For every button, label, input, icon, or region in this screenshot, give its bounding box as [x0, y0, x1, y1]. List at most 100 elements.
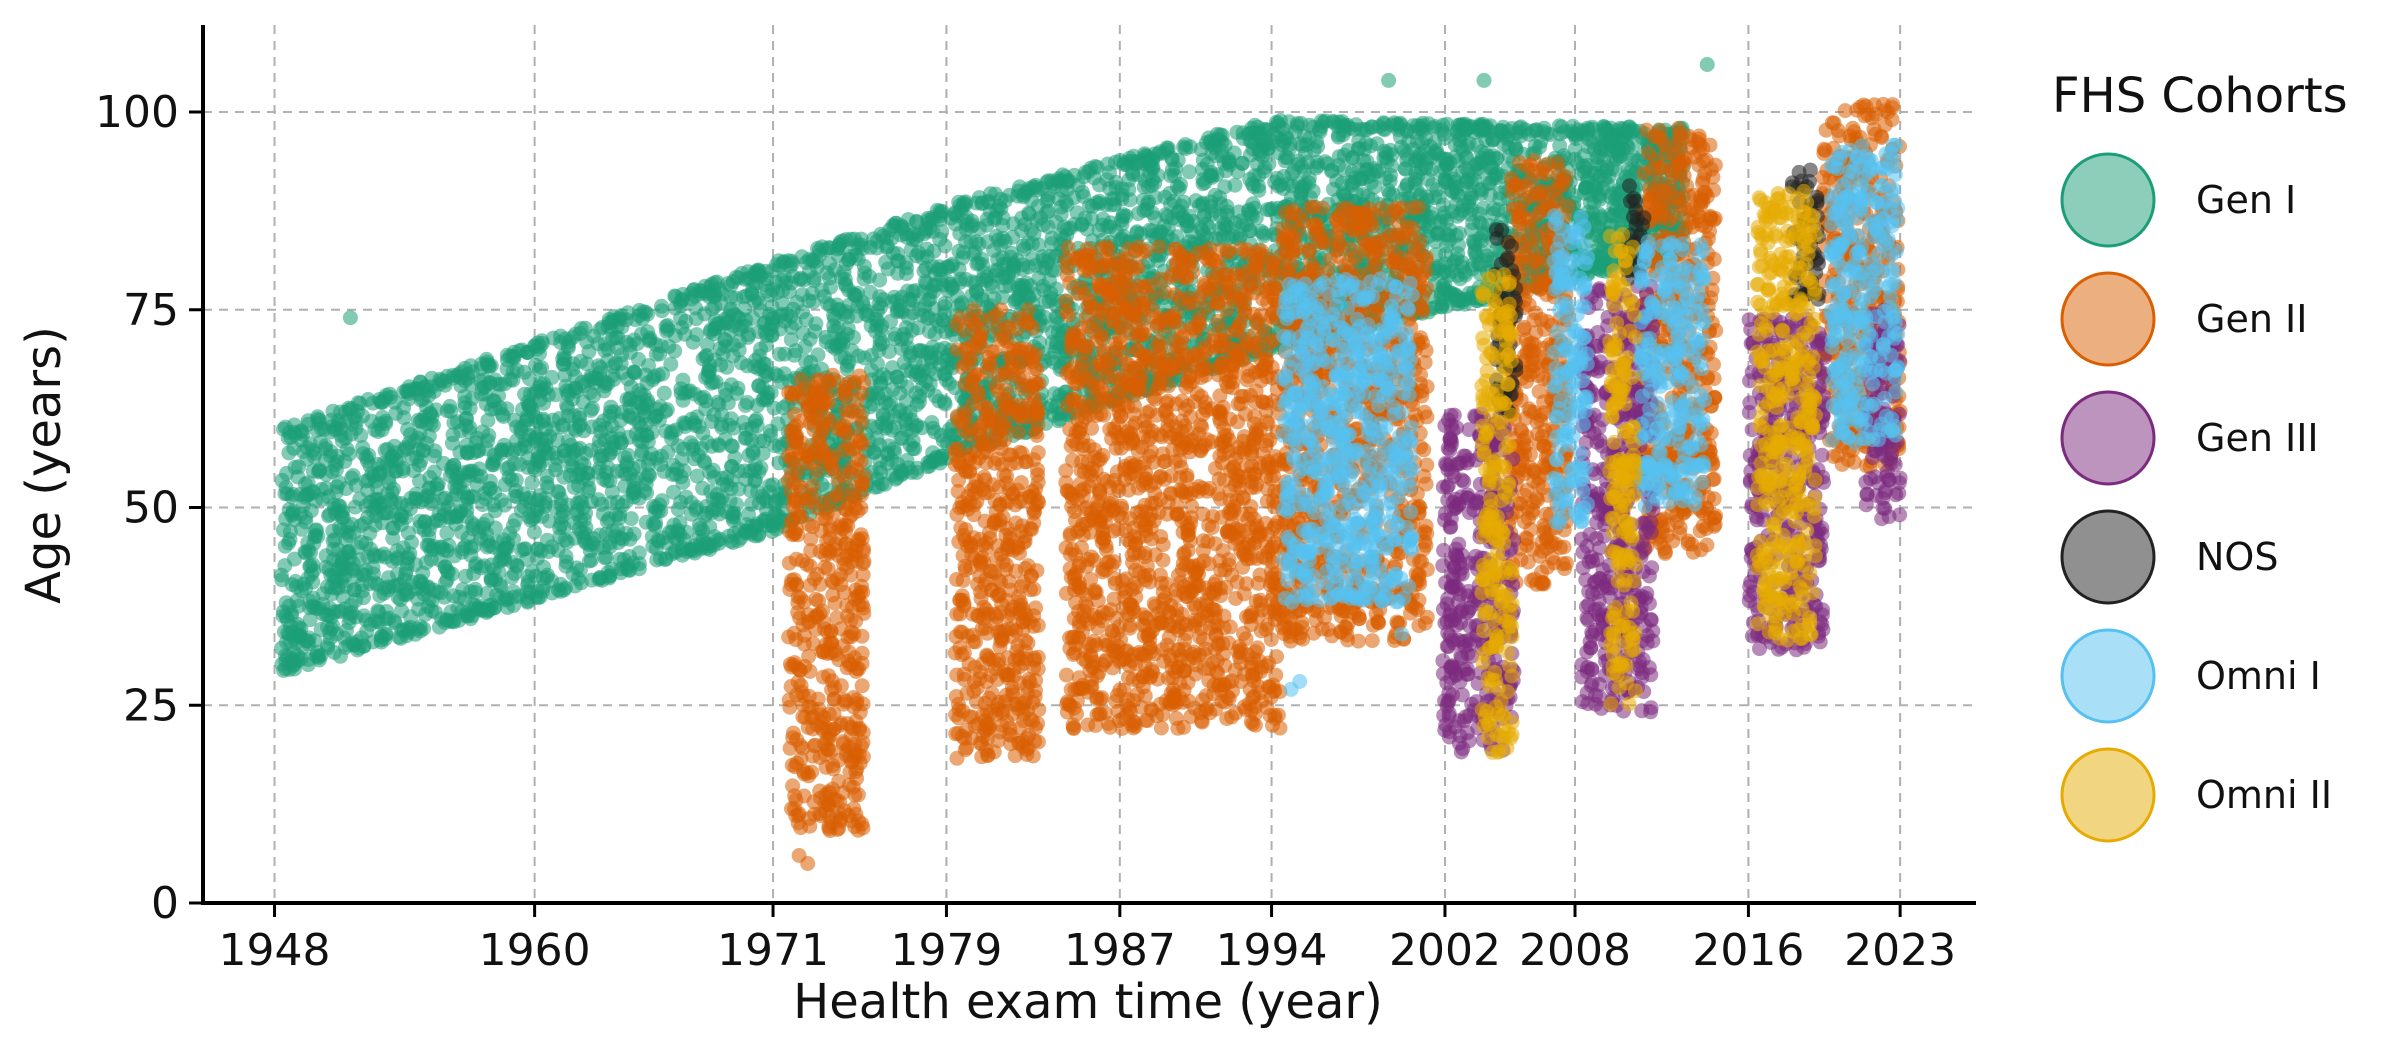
data-point — [411, 442, 427, 458]
data-point — [656, 385, 672, 401]
data-point — [951, 243, 967, 259]
data-point — [710, 492, 726, 508]
data-point — [684, 411, 699, 427]
data-point — [446, 415, 462, 431]
data-point — [705, 462, 721, 478]
data-point — [426, 464, 442, 480]
data-point — [546, 445, 562, 461]
data-point — [728, 290, 744, 306]
data-point — [393, 517, 409, 532]
data-point — [1214, 148, 1230, 164]
data-point — [366, 547, 382, 563]
data-point — [337, 639, 353, 655]
data-point — [455, 541, 471, 557]
data-point — [337, 453, 353, 469]
data-point — [280, 612, 296, 628]
data-point — [846, 329, 862, 345]
data-point — [313, 622, 329, 637]
data-point — [1213, 196, 1229, 212]
data-point — [695, 523, 711, 539]
data-point — [631, 302, 647, 318]
data-point — [281, 502, 297, 518]
data-point — [372, 416, 388, 432]
data-point — [924, 415, 940, 430]
data-point — [344, 470, 360, 486]
data-point — [410, 412, 426, 428]
data-point — [540, 544, 556, 560]
data-point — [993, 191, 1009, 207]
data-point — [636, 404, 652, 420]
data-point — [395, 463, 411, 479]
data-point — [1193, 220, 1209, 236]
data-point — [737, 318, 753, 334]
data-point — [704, 414, 720, 429]
data-point — [669, 461, 685, 477]
data-point — [711, 397, 727, 413]
data-point — [591, 358, 607, 374]
data-point — [484, 457, 500, 473]
data-point — [558, 554, 574, 570]
data-point — [695, 351, 711, 367]
data-point — [430, 584, 446, 600]
data-point — [545, 412, 561, 428]
data-point — [646, 499, 662, 514]
data-point — [286, 551, 302, 567]
data-point — [613, 412, 629, 428]
data-point — [610, 494, 625, 510]
data-point — [507, 488, 523, 504]
data-point — [707, 298, 723, 314]
data-point — [567, 326, 583, 342]
data-point — [618, 525, 634, 541]
data-point — [945, 256, 961, 272]
data-point — [506, 442, 522, 458]
data-point — [480, 413, 496, 428]
data-point — [707, 313, 723, 328]
data-point — [506, 350, 522, 366]
data-point — [692, 283, 708, 299]
data-point — [658, 319, 674, 334]
data-point — [439, 403, 455, 419]
data-point — [838, 304, 854, 320]
data-point — [293, 621, 309, 637]
data-point — [1015, 238, 1031, 254]
data-point — [399, 556, 415, 572]
data-point — [479, 539, 495, 555]
data-point — [683, 495, 699, 511]
data-point — [377, 390, 393, 406]
data-point — [666, 530, 682, 545]
data-point — [968, 234, 984, 250]
data-points — [273, 57, 1908, 871]
data-point — [492, 577, 508, 593]
data-point — [1173, 176, 1188, 192]
data-point — [667, 328, 683, 344]
data-point — [1147, 175, 1163, 191]
data-point — [744, 420, 760, 436]
data-point — [481, 358, 497, 374]
data-point — [899, 379, 915, 395]
data-point — [1082, 198, 1098, 214]
data-point — [580, 483, 596, 499]
data-point — [663, 425, 679, 441]
data-point — [317, 441, 333, 457]
data-point — [685, 334, 701, 350]
data-point — [568, 422, 584, 438]
data-point — [1014, 282, 1030, 298]
data-point — [898, 266, 914, 282]
data-point — [1442, 222, 1458, 238]
data-point — [429, 481, 445, 497]
data-point — [1036, 282, 1052, 298]
data-point — [1356, 142, 1372, 157]
data-point — [740, 523, 756, 539]
data-point — [769, 257, 784, 273]
series-gen-i — [273, 57, 1715, 678]
data-point — [968, 275, 984, 291]
data-point — [412, 374, 428, 390]
data-point — [1445, 204, 1460, 220]
data-point — [693, 441, 709, 456]
data-point — [1243, 206, 1259, 222]
data-point — [451, 613, 467, 628]
data-point — [1058, 194, 1074, 210]
data-point — [465, 463, 481, 479]
data-point — [756, 491, 772, 507]
data-point — [622, 337, 638, 353]
